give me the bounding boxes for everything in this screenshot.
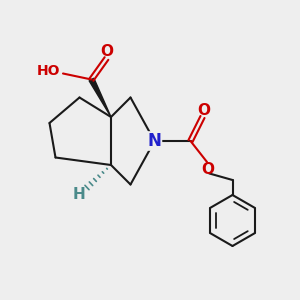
Text: O: O: [197, 103, 210, 118]
Text: O: O: [100, 44, 114, 59]
Text: N: N: [148, 132, 161, 150]
Text: O: O: [201, 162, 214, 177]
Polygon shape: [89, 78, 111, 117]
Text: HO: HO: [37, 64, 60, 78]
Text: H: H: [72, 187, 85, 202]
